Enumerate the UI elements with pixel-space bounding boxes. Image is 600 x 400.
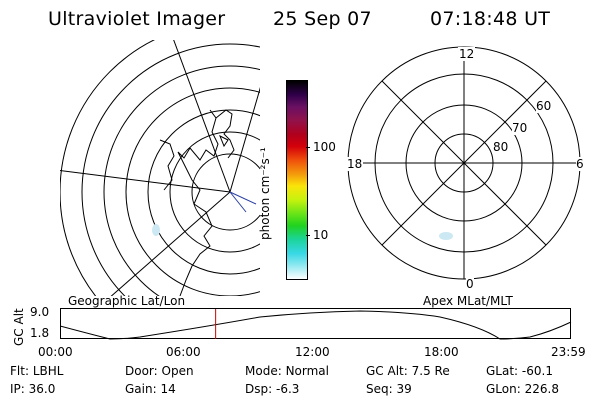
aurora-patch-geo — [152, 224, 160, 236]
mlt-label-18: 18 — [346, 157, 364, 171]
altitude-xtick-label: 12:00 — [295, 345, 330, 359]
info-glon: GLon: 226.8 — [486, 382, 559, 396]
info-mode: Mode: Normal — [245, 364, 329, 378]
colorbar-tick-label: 100 — [313, 140, 336, 154]
date-label: 25 Sep 07 — [273, 8, 372, 30]
mlt-label-12: 12 — [458, 47, 476, 61]
altitude-xtick-label: 06:00 — [166, 345, 201, 359]
geographic-label: Geographic Lat/Lon — [68, 294, 186, 308]
info-door: Door: Open — [125, 364, 194, 378]
colorbar — [286, 80, 308, 280]
time-label: 07:18:48 UT — [430, 8, 551, 30]
altitude-ylabel: GC Alt — [12, 308, 26, 346]
mlt-label-6: 6 — [576, 157, 584, 171]
altitude-ytick-label: 9.0 — [30, 305, 50, 319]
info-filter: Flt: LBHL — [10, 364, 64, 378]
geographic-map — [60, 40, 260, 296]
info-gc-alt: GC Alt: 7.5 Re — [366, 364, 450, 378]
info-dsp: Dsp: -6.3 — [245, 382, 300, 396]
altitude-xtick-label: 18:00 — [424, 345, 459, 359]
info-ip: IP: 36.0 — [10, 382, 56, 396]
altitude-xtick-label: 00:00 — [38, 345, 73, 359]
aurora-patch-apex — [439, 232, 453, 240]
mlat-label-80: 80 — [493, 140, 509, 154]
colorbar-unit-label: photon cm⁻²s⁻¹ — [258, 147, 272, 240]
mlat-label-70: 70 — [512, 121, 528, 135]
info-glat: GLat: -60.1 — [486, 364, 553, 378]
mlt-label-0: 0 — [466, 277, 474, 291]
instrument-title: Ultraviolet Imager — [48, 8, 226, 30]
info-gain: Gain: 14 — [125, 382, 176, 396]
altitude-xtick-label: 23:59 — [551, 345, 586, 359]
colorbar-tick-label: 10 — [313, 228, 329, 242]
apex-label: Apex MLat/MLT — [423, 294, 513, 308]
altitude-plot — [60, 308, 572, 340]
info-seq: Seq: 39 — [366, 382, 412, 396]
colorbar-tick — [306, 147, 310, 148]
mlat-label-60: 60 — [536, 99, 552, 113]
colorbar-tick — [306, 235, 310, 236]
altitude-ytick-label: 1.8 — [30, 326, 50, 340]
apex-polar-plot — [347, 46, 581, 280]
